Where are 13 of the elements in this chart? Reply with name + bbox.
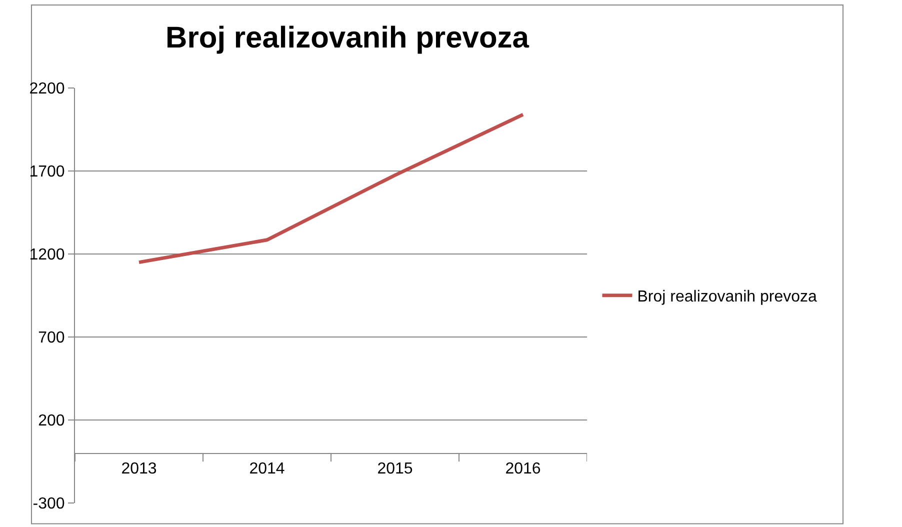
y-tick-label: 200 (38, 412, 65, 430)
y-tick-label: 1700 (29, 164, 65, 181)
line-series (137, 112, 525, 264)
x-tick-label: 2013 (121, 460, 157, 478)
legend-label: Broj realizovanih prevoza (637, 288, 817, 306)
y-tick-label: 700 (38, 330, 65, 347)
chart-title: Broj realizovanih prevoza (166, 21, 530, 54)
x-tick-label: 2014 (249, 460, 285, 478)
x-tick-label: 2016 (505, 460, 541, 478)
y-tick-label: -300 (32, 496, 65, 513)
y-tick-label: 1200 (29, 246, 65, 264)
y-tick-label: 2200 (29, 80, 65, 98)
x-tick-label: 2015 (377, 460, 413, 478)
